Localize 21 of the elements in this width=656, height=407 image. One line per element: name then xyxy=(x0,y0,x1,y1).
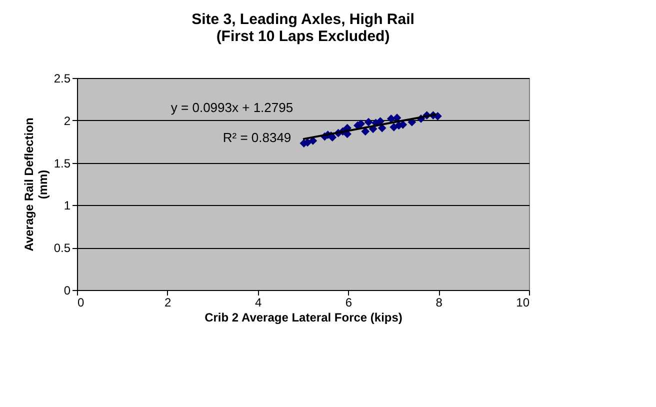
y-tick-label: 1.5 xyxy=(54,156,71,170)
y-tick-label: 0 xyxy=(64,284,71,298)
annotation: y = 0.0993x + 1.2795 xyxy=(170,100,294,115)
annotation: R² = 0.8349 xyxy=(222,130,292,145)
y-tick-label: 0.5 xyxy=(54,241,71,256)
text: Site 3, Leading Axles, High Rail xyxy=(192,11,414,28)
x-tick-label: 2 xyxy=(164,296,172,310)
point xyxy=(364,118,373,126)
x-tick-label: 6 xyxy=(345,296,352,310)
text: Average Rail Deflection xyxy=(22,118,36,252)
y-tick-label: 1 xyxy=(64,198,71,213)
text: (mm) xyxy=(36,170,50,200)
text: (First 10 Laps Excluded) xyxy=(216,28,390,45)
x-tick-label: 0 xyxy=(78,296,84,310)
x-tick-label: 8 xyxy=(436,296,443,310)
point xyxy=(361,127,370,136)
y-tick-label: 2.5 xyxy=(54,72,71,86)
y-tick-label: 2 xyxy=(64,114,71,128)
x-tick-label: 4 xyxy=(254,296,262,310)
x-tick-label: 10 xyxy=(516,296,530,310)
x-axis-title: Crib 2 Average Lateral Force (kips) xyxy=(204,310,402,324)
